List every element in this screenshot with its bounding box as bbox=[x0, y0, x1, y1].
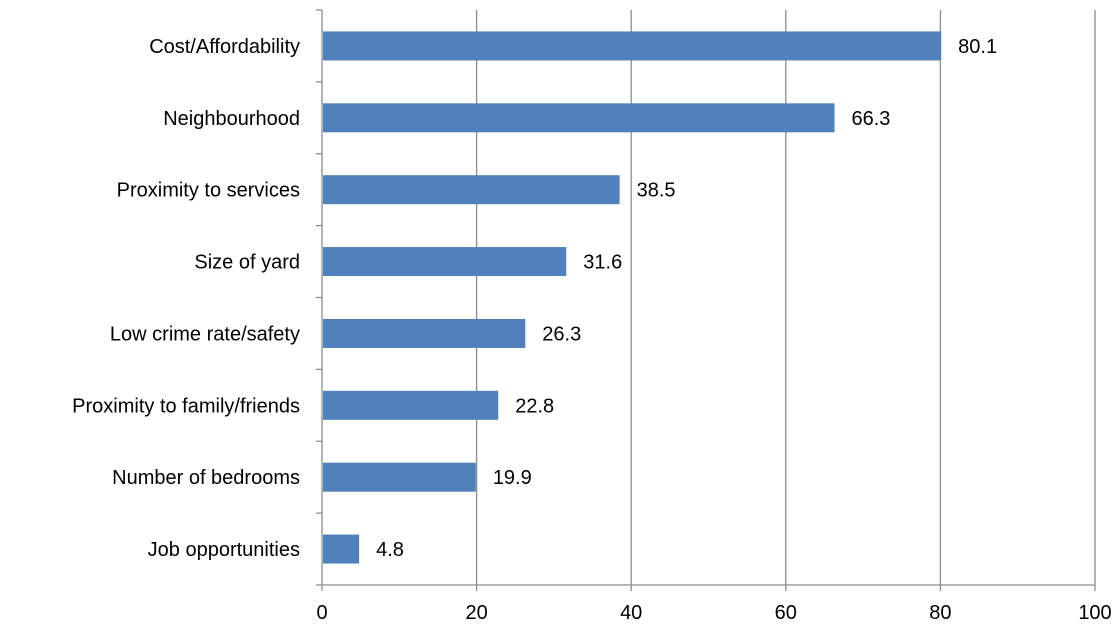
data-label: 22.8 bbox=[515, 395, 554, 417]
data-label: 80.1 bbox=[958, 36, 997, 58]
bar bbox=[323, 103, 835, 133]
bars bbox=[323, 31, 942, 564]
data-label: 26.3 bbox=[542, 323, 581, 345]
category-label: Job opportunities bbox=[148, 539, 300, 561]
category-label: Neighbourhood bbox=[163, 108, 300, 130]
data-label: 19.9 bbox=[493, 467, 532, 489]
x-tick-label: 100 bbox=[1078, 602, 1111, 624]
category-label: Proximity to family/friends bbox=[72, 395, 300, 417]
x-tick-label: 0 bbox=[316, 602, 327, 624]
x-tick-label: 80 bbox=[929, 602, 951, 624]
x-tick-label: 60 bbox=[775, 602, 797, 624]
bar bbox=[323, 318, 526, 348]
bar bbox=[323, 534, 360, 564]
data-label: 31.6 bbox=[583, 252, 622, 274]
data-label: 4.8 bbox=[376, 539, 404, 561]
data-label: 66.3 bbox=[851, 108, 890, 130]
x-tick-label: 40 bbox=[620, 602, 642, 624]
category-label: Proximity to services bbox=[117, 180, 300, 202]
bar bbox=[323, 390, 499, 420]
category-label: Cost/Affordability bbox=[149, 36, 300, 58]
x-tick-label: 20 bbox=[465, 602, 487, 624]
gridlines bbox=[475, 10, 1096, 585]
category-label: Size of yard bbox=[194, 252, 300, 274]
category-label: Low crime rate/safety bbox=[110, 323, 300, 345]
labels: 0 20 40 60 80 100 Cost/Affordability 80.1 Neighb… bbox=[72, 36, 1112, 624]
bar bbox=[323, 175, 620, 205]
bar bbox=[323, 462, 476, 492]
bar bbox=[323, 31, 942, 61]
axes bbox=[316, 9, 1096, 591]
bar bbox=[323, 247, 567, 277]
data-label: 38.5 bbox=[637, 180, 676, 202]
category-label: Number of bedrooms bbox=[112, 467, 300, 489]
